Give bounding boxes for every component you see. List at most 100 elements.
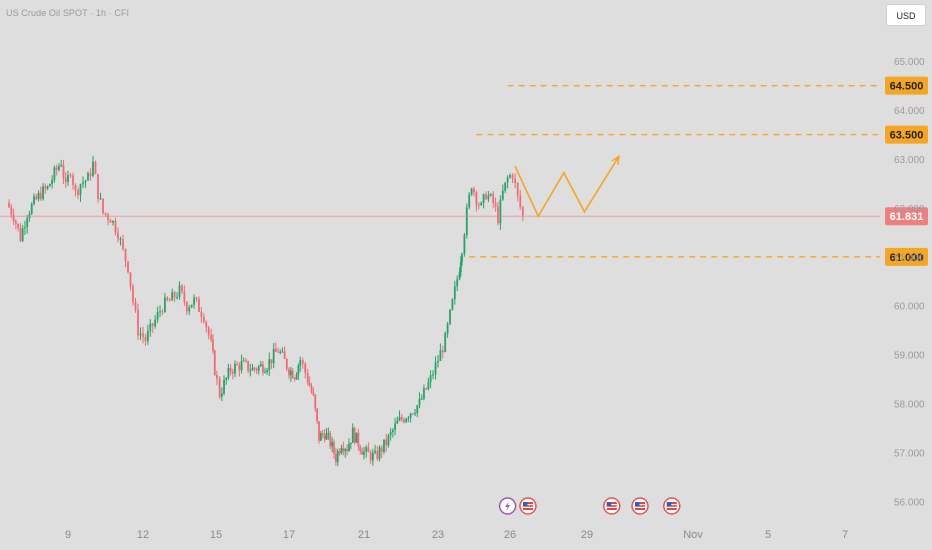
candle-body xyxy=(10,207,13,215)
candle-body xyxy=(64,178,67,182)
candle-body xyxy=(468,194,471,208)
candle-body xyxy=(308,382,311,387)
candle-body xyxy=(420,398,423,400)
candle-body xyxy=(14,221,17,224)
candle-body xyxy=(277,351,279,353)
candle-body xyxy=(480,202,483,206)
candle-body xyxy=(132,286,134,302)
candle-body xyxy=(84,180,87,183)
x-tick-label: 7 xyxy=(842,529,848,541)
lightning-bolt-shape xyxy=(505,501,511,511)
flag-stripes xyxy=(606,502,617,510)
candle-body xyxy=(487,195,490,200)
candle-body xyxy=(321,433,324,435)
candle-body xyxy=(247,361,250,371)
candle-body xyxy=(21,228,24,241)
x-tick-label: Nov xyxy=(683,529,703,541)
candle-body xyxy=(207,327,210,336)
candle-body xyxy=(333,441,335,454)
candle-body xyxy=(494,202,497,207)
candle-body xyxy=(17,223,20,228)
candle-body xyxy=(323,434,326,440)
candle-body xyxy=(151,323,154,327)
candle-body xyxy=(58,166,60,170)
candle-body xyxy=(301,360,304,364)
candle-body xyxy=(365,447,368,452)
candle-body xyxy=(334,453,337,462)
candle-body xyxy=(202,316,205,322)
y-tick-label: 65.000 xyxy=(894,57,925,68)
candle-body xyxy=(188,307,191,312)
candle-body xyxy=(338,451,341,454)
price-level-tag xyxy=(885,125,928,144)
candle-body xyxy=(60,165,63,167)
candle-body xyxy=(218,378,221,397)
candle-body xyxy=(137,309,139,336)
candle-body xyxy=(134,301,137,310)
last-price-label: 61.831 xyxy=(890,211,924,223)
candle-body xyxy=(425,388,428,390)
currency-button[interactable]: USD xyxy=(886,4,926,26)
candle-body xyxy=(164,297,166,312)
candle-body xyxy=(385,439,388,446)
candle-body xyxy=(475,192,478,205)
candle-body xyxy=(236,364,239,366)
projection-arrowhead xyxy=(611,155,620,165)
candle-body xyxy=(198,299,200,312)
candle-body xyxy=(357,432,360,447)
candle-body xyxy=(329,433,332,447)
candle-body xyxy=(429,375,432,383)
candle-body xyxy=(74,184,77,191)
candle-body xyxy=(463,235,466,254)
candle-body xyxy=(361,451,364,455)
candle-body xyxy=(340,448,343,454)
x-tick-label: 23 xyxy=(432,529,444,541)
candle-body xyxy=(318,421,320,441)
flag-stripes xyxy=(635,502,645,510)
candle-body xyxy=(266,370,268,372)
x-tick-label: 5 xyxy=(765,529,771,541)
candle-body xyxy=(285,358,288,369)
candle-body xyxy=(367,447,370,453)
candle-body xyxy=(281,351,284,353)
candle-body xyxy=(416,405,419,413)
candle-body xyxy=(411,413,414,415)
candle-body xyxy=(240,360,243,371)
flag-stripes xyxy=(666,502,677,510)
candle-body xyxy=(107,214,109,220)
candle-body xyxy=(351,427,354,443)
candle-body xyxy=(371,452,374,461)
candle-body xyxy=(349,442,352,445)
y-tick-label: 60.000 xyxy=(894,302,925,313)
candle-body xyxy=(363,451,365,455)
candle-body xyxy=(104,212,107,215)
candle-body xyxy=(516,183,519,196)
candle-body xyxy=(251,367,254,371)
candle-body xyxy=(391,430,394,433)
candle-body xyxy=(268,359,271,371)
candle-body xyxy=(190,304,193,308)
candle-body xyxy=(227,367,230,378)
candle-body xyxy=(439,350,442,361)
candle-body xyxy=(387,435,390,446)
candle-body xyxy=(355,432,358,443)
candle-body xyxy=(213,350,216,375)
flag-stripe xyxy=(522,504,533,506)
candle-body xyxy=(441,350,444,353)
candle-body xyxy=(380,447,383,452)
candle-body xyxy=(432,374,434,376)
candle-body xyxy=(344,449,347,452)
flag-canton xyxy=(635,502,640,506)
candle-body xyxy=(348,444,350,452)
candle-body xyxy=(264,371,266,373)
candle-body xyxy=(272,348,275,364)
candle-body xyxy=(161,311,164,313)
candle-body xyxy=(30,203,33,214)
candle-body xyxy=(514,178,517,184)
candle-body xyxy=(156,312,159,320)
candle-body xyxy=(249,370,252,372)
flag-stripes xyxy=(522,502,533,510)
candle-body xyxy=(342,448,345,452)
candle-body xyxy=(376,450,379,459)
